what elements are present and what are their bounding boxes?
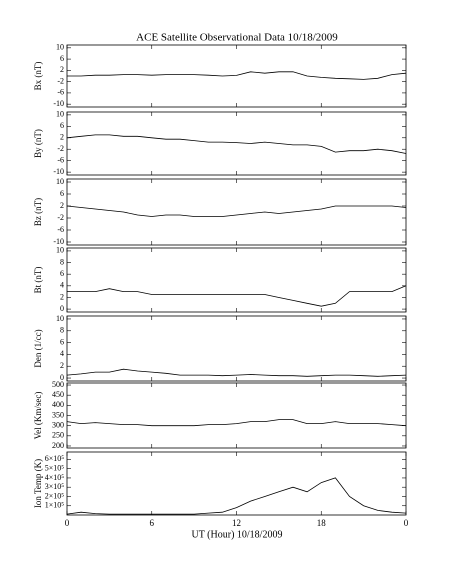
y-tick-label: 500 [52,380,64,389]
data-line [67,71,407,80]
y-axis-label: Bt (nT) [33,267,43,294]
panel-frame [66,178,407,246]
y-tick-label: -2 [57,76,64,85]
y-tick-label: 6 [60,269,64,278]
y-tick-label: 8 [60,326,64,335]
y-tick-label: -10 [53,99,64,108]
data-line [66,134,407,154]
panel-frame [66,382,407,449]
y-tick-label: 4×10⁵ [45,473,65,482]
y-tick-label: -10 [53,237,64,246]
y-tick-label: 2 [60,292,64,301]
y-tick-label: -6 [57,225,64,234]
y-tick-label: 6×10⁵ [45,454,65,463]
x-tick-label: 12 [232,518,241,528]
y-axis-label: Ion Temp (K) [33,459,43,508]
y-tick-label: 200 [52,441,64,450]
y-tick-label: 400 [52,400,64,409]
y-tick-label: 6 [60,337,64,346]
data-line [66,368,407,377]
y-axis-label: By (nT) [33,129,43,158]
y-tick-label: 10 [56,43,64,52]
y-tick-label: 450 [52,390,64,399]
data-line [67,285,407,307]
y-tick-label: 2 [60,65,64,74]
y-tick-label: 2 [60,201,64,210]
y-tick-label: 4 [60,281,64,290]
panel-frame [66,315,407,382]
y-axis-label: Vel (Km/sec) [33,392,43,440]
y-tick-label: 10 [56,177,64,186]
y-tick-label: -6 [57,88,64,97]
y-tick-label: -6 [57,156,64,165]
y-tick-label: -2 [57,213,64,222]
y-tick-label: 5×10⁵ [45,464,65,473]
y-tick-label: 2 [60,133,64,142]
y-tick-label: 2×10⁵ [45,491,65,500]
y-tick-label: 2 [60,361,64,370]
data-line [66,477,407,515]
y-tick-label: 0 [60,373,64,382]
y-tick-label: 6 [60,121,64,130]
y-tick-label: 3×10⁵ [45,482,65,491]
y-tick-label: 1×10⁵ [45,501,65,510]
y-tick-label: 350 [52,410,64,419]
y-axis-label: Bx (nT) [33,62,43,91]
y-tick-label: 6 [60,54,64,63]
y-tick-label: 300 [52,420,64,429]
x-tick-label: 18 [317,518,327,528]
panel-frame [66,247,407,313]
y-tick-label: 0 [60,304,64,313]
x-axis-label: UT (Hour) 10/18/2009 [192,529,283,540]
x-tick-label: 0 [65,518,70,528]
panel-frame [66,451,407,516]
y-tick-label: -10 [53,167,64,176]
y-tick-label: 4 [60,349,64,358]
y-tick-label: 10 [56,110,64,119]
y-axis-label: Den (1/cc) [33,329,43,367]
y-tick-label: 10 [56,314,64,323]
x-tick-label: 0 [404,518,409,528]
data-line [66,419,407,427]
y-tick-label: 10 [56,246,64,255]
y-tick-label: 6 [60,189,64,198]
panel-frame [66,44,407,108]
y-tick-label: -2 [57,144,64,153]
data-line [66,205,407,217]
x-tick-label: 6 [150,518,155,528]
y-tick-label: 250 [52,431,64,440]
y-tick-label: 8 [60,257,64,266]
panel-frame [66,111,407,176]
y-axis-label: Bz (nT) [33,198,43,226]
chart-title: ACE Satellite Observational Data 10/18/2… [136,32,338,44]
